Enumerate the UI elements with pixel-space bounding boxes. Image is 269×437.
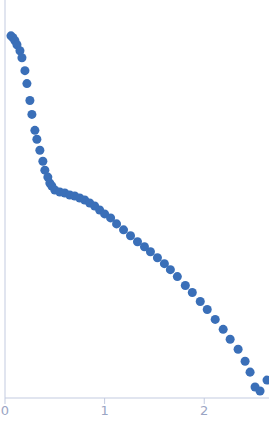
svg-text:2: 2	[200, 403, 208, 418]
svg-text:1: 1	[100, 403, 108, 418]
svg-text:0: 0	[8, 403, 9, 418]
